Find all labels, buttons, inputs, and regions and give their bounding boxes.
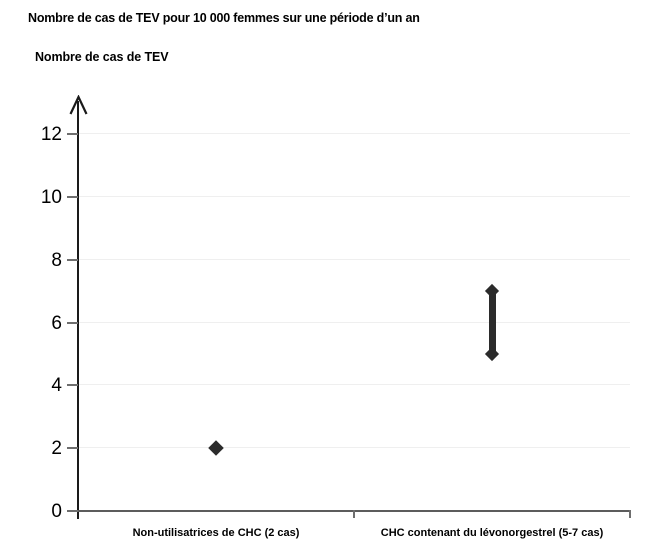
range-bar	[488, 291, 496, 354]
y-tick-mark	[67, 447, 78, 450]
gridline	[78, 447, 630, 449]
y-tick-label: 6	[51, 312, 62, 334]
y-tick-mark	[67, 510, 78, 512]
y-axis-title: Nombre de cas de TEV	[35, 50, 169, 64]
y-tick-mark	[67, 258, 78, 261]
x-category-label: Non-utilisatrices de CHC (2 cas)	[132, 527, 300, 539]
chart-title: Nombre de cas de TEV pour 10 000 femmes …	[28, 11, 420, 25]
gridline	[78, 321, 630, 323]
y-tick-mark	[67, 321, 78, 324]
y-tick-mark	[67, 133, 78, 136]
y-tick-label: 8	[51, 249, 62, 271]
y-tick-mark	[67, 196, 78, 198]
gridline	[78, 133, 630, 135]
y-tick-label: 12	[40, 124, 62, 146]
y-tick-label: 10	[40, 187, 62, 208]
gridline	[78, 196, 630, 197]
y-tick-mark	[67, 384, 78, 387]
gridline	[78, 258, 630, 260]
x-category-label: CHC contenant du lévonorgestrel (5-7 cas…	[380, 527, 604, 539]
y-axis-arrow-icon	[69, 95, 88, 115]
y-tick-label: 0	[51, 501, 62, 522]
y-tick-label: 4	[51, 375, 62, 397]
y-tick-label: 2	[51, 438, 62, 460]
x-tick-mark	[629, 510, 631, 518]
x-axis-line	[67, 510, 630, 512]
x-tick-mark	[353, 510, 355, 518]
gridline	[78, 384, 630, 386]
y-axis-line	[77, 101, 79, 519]
